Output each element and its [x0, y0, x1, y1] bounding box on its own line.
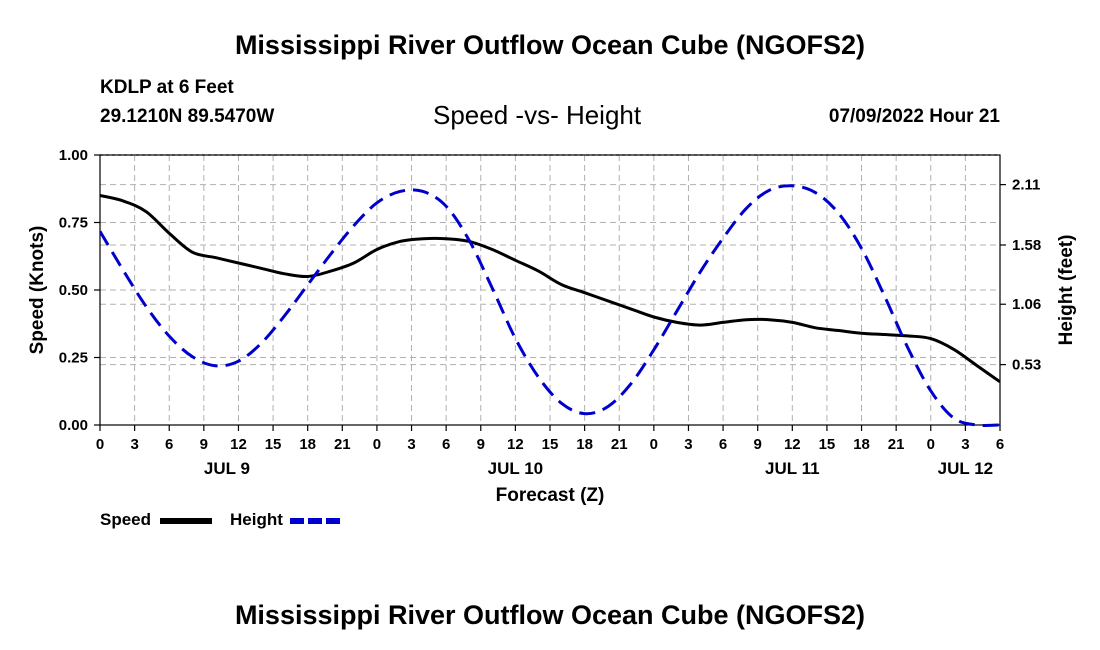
x-tick-label: 0	[927, 436, 935, 453]
y-axis-label: Speed (Knots)	[27, 226, 48, 355]
x-tick-label: 15	[819, 436, 836, 453]
x-tick-label: 3	[407, 436, 415, 453]
x-tick-label: 9	[754, 436, 762, 453]
x-tick-label: 6	[165, 436, 173, 453]
x-tick-label: 18	[299, 436, 316, 453]
x-tick-label: 6	[996, 436, 1004, 453]
y-tick-label: 0.00	[59, 417, 88, 434]
height-series-line	[100, 184, 1000, 427]
footer-title: Mississippi River Outflow Ocean Cube (NG…	[234, 600, 866, 630]
x-tick-label: 0	[373, 436, 381, 453]
y-tick-label: 1.00	[59, 147, 88, 164]
station-coords: 29.1210N 89.5470W	[100, 106, 275, 127]
x-tick-label: 21	[611, 436, 628, 453]
chart-grid	[100, 154, 1000, 425]
x-tick-label: 18	[853, 436, 870, 453]
x-tick-label: 21	[888, 436, 905, 453]
x-tick-label: 9	[200, 436, 208, 453]
date-label: JUL 10	[488, 459, 543, 478]
y2-tick-label: 1.58	[1012, 237, 1041, 254]
y2-tick-label: 0.53	[1012, 357, 1041, 374]
x-tick-label: 21	[334, 436, 351, 453]
forecast-datetime: 07/09/2022 Hour 21	[828, 106, 1000, 127]
x-tick-label: 9	[477, 436, 485, 453]
legend-height-label: Height	[230, 510, 283, 529]
legend-speed-label: Speed	[100, 510, 152, 529]
x-tick-label: 0	[650, 436, 658, 453]
x-tick-label: 15	[542, 436, 559, 453]
x-tick-label: 3	[684, 436, 692, 453]
y-tick-label: 0.75	[59, 215, 88, 232]
x-tick-label: 3	[961, 436, 969, 453]
x-tick-label: 12	[784, 436, 801, 453]
speed-series-line	[100, 194, 1000, 384]
y2-axis-label: Height (feet)	[1056, 235, 1077, 346]
date-label: JUL 9	[204, 459, 250, 478]
x-axis-label: Forecast (Z)	[496, 485, 605, 506]
legend-speed-swatch	[160, 518, 212, 524]
y-tick-label: 0.50	[59, 282, 88, 299]
date-label: JUL 11	[765, 459, 820, 478]
legend-height-swatch	[290, 518, 342, 524]
y2-tick-label: 1.06	[1012, 296, 1041, 313]
x-tick-label: 0	[96, 436, 104, 453]
x-tick-label: 6	[719, 436, 727, 453]
x-tick-label: 12	[507, 436, 524, 453]
x-tick-label: 12	[230, 436, 247, 453]
x-tick-label: 18	[576, 436, 593, 453]
chart-series	[100, 184, 1000, 427]
x-tick-label: 15	[265, 436, 282, 453]
page-title: Mississippi River Outflow Ocean Cube (NG…	[234, 30, 866, 60]
chart-title: Speed -vs- Height	[433, 100, 642, 130]
x-tick-label: 6	[442, 436, 450, 453]
axis-labels: Speed (Knots) Height (feet) Forecast (Z)	[27, 226, 1077, 506]
y2-tick-label: 2.11	[1012, 177, 1040, 194]
station-label: KDLP at 6 Feet	[100, 77, 234, 98]
axis-ticks: 0 3 6 9 12 15 18 21 0 3 6 9 12 15 18 21 0 3 6 9 12 15 18 21 0 3 6J…	[59, 147, 1041, 478]
date-label: JUL 12	[938, 459, 993, 478]
y-tick-label: 0.25	[59, 350, 88, 367]
x-tick-label: 3	[130, 436, 138, 453]
